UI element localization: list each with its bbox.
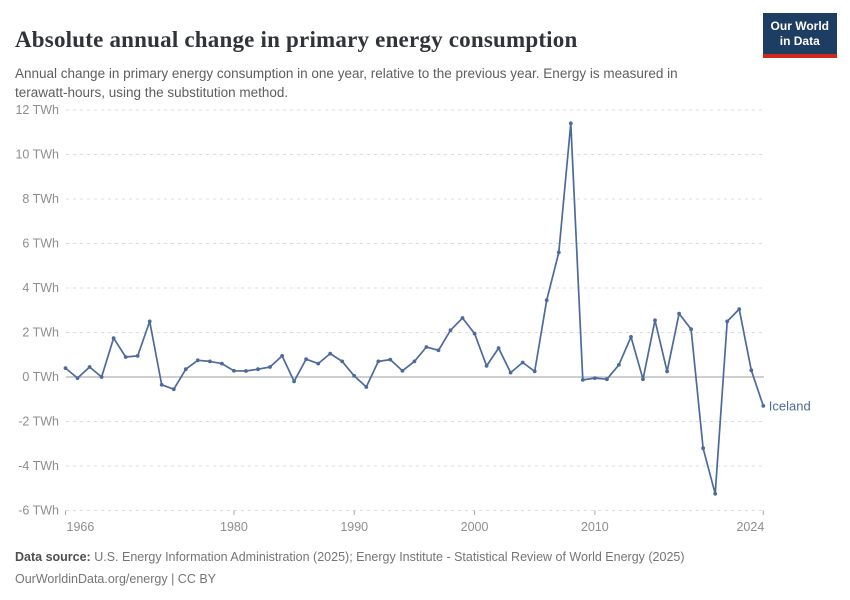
y-axis-label: 10 TWh bbox=[15, 148, 59, 162]
y-axis-label: -2 TWh bbox=[18, 415, 59, 429]
data-point[interactable] bbox=[316, 361, 321, 366]
data-point[interactable] bbox=[737, 307, 742, 311]
data-point[interactable] bbox=[244, 369, 248, 373]
data-point[interactable] bbox=[761, 404, 766, 408]
data-point[interactable] bbox=[725, 319, 730, 324]
data-point[interactable] bbox=[436, 348, 441, 353]
data-point[interactable] bbox=[171, 387, 176, 392]
y-axis-label: 2 TWh bbox=[22, 326, 59, 340]
data-point[interactable] bbox=[135, 354, 140, 358]
data-point[interactable] bbox=[268, 365, 272, 369]
data-point[interactable] bbox=[713, 491, 718, 496]
data-point[interactable] bbox=[412, 359, 417, 364]
data-point[interactable] bbox=[520, 360, 525, 365]
x-axis-label: 1990 bbox=[340, 520, 368, 534]
data-point[interactable] bbox=[256, 367, 260, 372]
data-point[interactable] bbox=[653, 318, 657, 323]
data-point[interactable] bbox=[593, 376, 597, 380]
data-point[interactable] bbox=[159, 382, 164, 387]
data-point[interactable] bbox=[376, 359, 381, 364]
data-point[interactable] bbox=[617, 362, 621, 367]
data-point[interactable] bbox=[496, 346, 501, 350]
data-point[interactable] bbox=[448, 328, 453, 333]
x-axis-label: 1980 bbox=[220, 520, 248, 534]
page-title: Absolute annual change in primary energy… bbox=[15, 27, 578, 53]
data-point[interactable] bbox=[749, 368, 754, 373]
y-axis-label: 12 TWh bbox=[15, 103, 59, 117]
data-line bbox=[64, 122, 765, 495]
data-point[interactable] bbox=[123, 355, 128, 359]
data-point[interactable] bbox=[87, 365, 92, 369]
owid-logo-line2: in Data bbox=[779, 34, 820, 48]
y-axis-label: -6 TWh bbox=[18, 504, 59, 518]
data-point[interactable] bbox=[99, 375, 104, 379]
y-axis-label: 6 TWh bbox=[22, 237, 59, 251]
owid-logo-line1: Our World bbox=[770, 19, 829, 33]
data-point[interactable] bbox=[508, 370, 513, 375]
data-point[interactable] bbox=[63, 366, 68, 370]
chart-footer: Data source: U.S. Energy Information Adm… bbox=[15, 546, 815, 590]
data-point[interactable] bbox=[665, 369, 669, 374]
data-point[interactable] bbox=[629, 335, 633, 339]
data-point[interactable] bbox=[364, 385, 369, 389]
data-point[interactable] bbox=[701, 446, 705, 451]
data-point[interactable] bbox=[147, 319, 152, 324]
data-point[interactable] bbox=[208, 359, 212, 364]
data-point[interactable] bbox=[292, 379, 296, 384]
data-point[interactable] bbox=[556, 250, 561, 255]
data-point[interactable] bbox=[424, 345, 429, 349]
data-source-text: U.S. Energy Information Administration (… bbox=[90, 550, 685, 564]
data-point[interactable] bbox=[400, 368, 405, 373]
data-point[interactable] bbox=[280, 354, 284, 358]
x-axis-label: 2024 bbox=[736, 520, 764, 534]
data-point[interactable] bbox=[568, 121, 573, 126]
data-source-label: Data source: bbox=[15, 550, 91, 564]
y-axis-label: -4 TWh bbox=[18, 459, 59, 473]
data-point[interactable] bbox=[183, 367, 188, 372]
y-axis-label: 4 TWh bbox=[22, 281, 59, 295]
data-point[interactable] bbox=[304, 357, 308, 362]
data-point[interactable] bbox=[195, 358, 200, 363]
y-axis-label: 0 TWh bbox=[22, 370, 59, 384]
data-point[interactable] bbox=[220, 361, 224, 366]
data-source-line: Data source: U.S. Energy Information Adm… bbox=[15, 546, 815, 568]
y-axis-label: 8 TWh bbox=[22, 192, 59, 206]
data-point[interactable] bbox=[472, 331, 477, 336]
data-point[interactable] bbox=[388, 357, 393, 362]
series-end-label: Iceland bbox=[769, 398, 811, 413]
data-point[interactable] bbox=[340, 359, 345, 364]
data-point[interactable] bbox=[532, 369, 537, 374]
data-point[interactable] bbox=[352, 374, 357, 378]
citation-line: OurWorldinData.org/energy | CC BY bbox=[15, 572, 217, 586]
x-axis-label: 2010 bbox=[581, 520, 609, 534]
data-point[interactable] bbox=[580, 378, 585, 382]
data-point[interactable] bbox=[328, 351, 333, 356]
data-point[interactable] bbox=[460, 316, 465, 320]
data-point[interactable] bbox=[484, 364, 489, 368]
x-axis-label: 1966 bbox=[67, 520, 95, 534]
data-point[interactable] bbox=[544, 298, 549, 303]
data-point[interactable] bbox=[111, 336, 116, 340]
data-point[interactable] bbox=[605, 377, 609, 382]
data-point[interactable] bbox=[232, 368, 236, 373]
data-point[interactable] bbox=[75, 376, 80, 380]
owid-logo: Our World in Data bbox=[762, 13, 837, 58]
data-point[interactable] bbox=[641, 377, 645, 382]
data-point[interactable] bbox=[689, 327, 693, 332]
x-axis-label: 2000 bbox=[461, 520, 489, 534]
data-point[interactable] bbox=[677, 311, 681, 316]
page-subtitle: Annual change in primary energy consumpt… bbox=[15, 65, 678, 101]
